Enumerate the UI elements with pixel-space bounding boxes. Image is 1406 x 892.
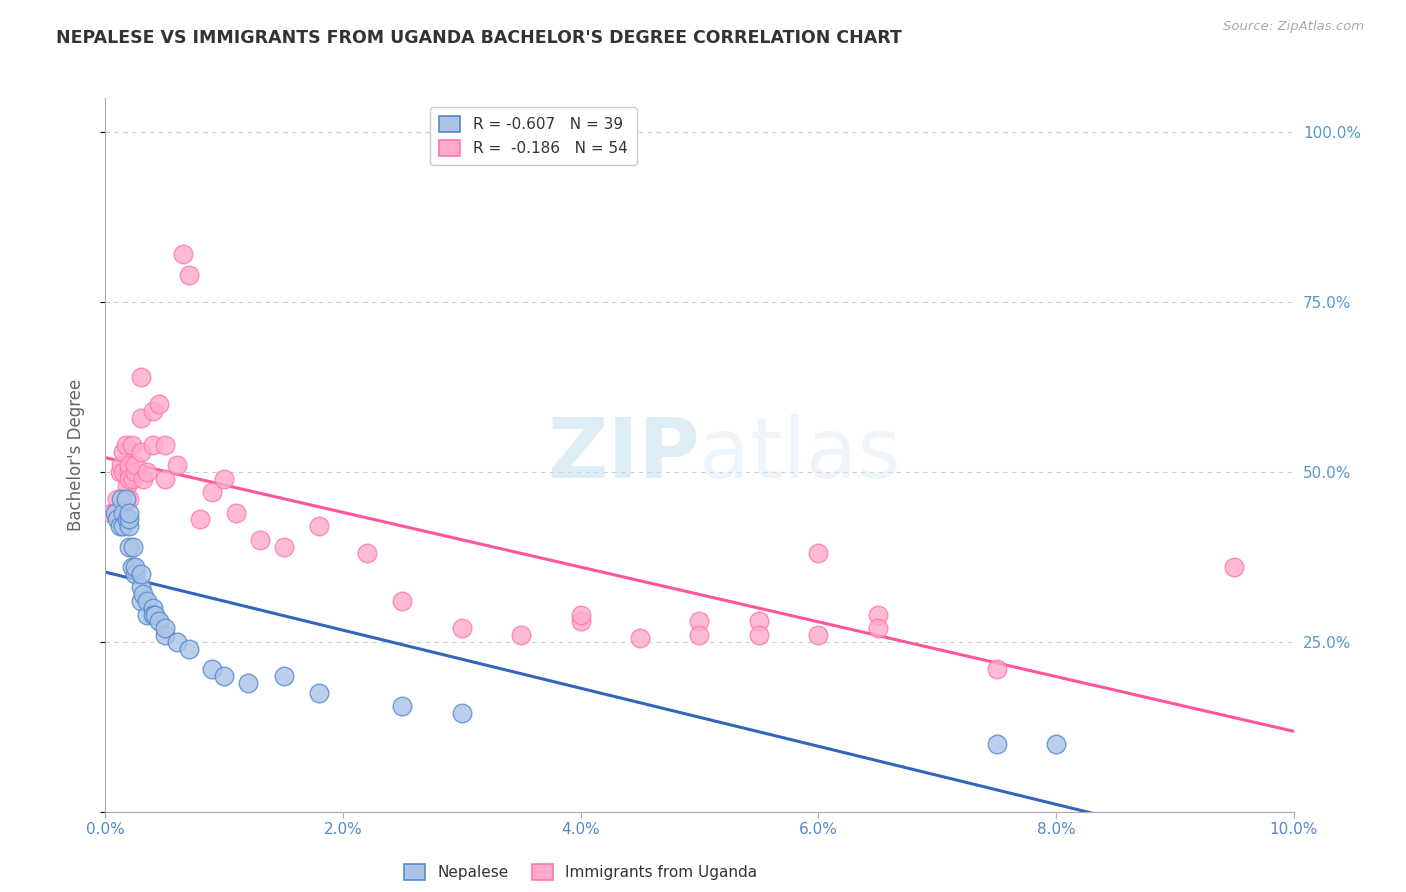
Point <box>118 465 141 479</box>
Point <box>142 438 165 452</box>
Point <box>153 628 176 642</box>
Point <box>190 512 212 526</box>
Point <box>115 512 138 526</box>
Point <box>986 662 1008 676</box>
Point <box>689 628 711 642</box>
Point <box>132 472 155 486</box>
Point <box>689 615 711 629</box>
Point <box>118 458 141 472</box>
Point <box>866 607 889 622</box>
Point <box>121 540 143 554</box>
Text: ZIP: ZIP <box>547 415 700 495</box>
Point <box>129 581 152 595</box>
Point <box>136 465 159 479</box>
Point <box>136 594 159 608</box>
Point <box>308 686 330 700</box>
Point <box>136 607 159 622</box>
Point <box>172 247 194 261</box>
Point <box>121 472 143 486</box>
Point <box>105 506 128 520</box>
Point <box>866 621 889 635</box>
Point <box>108 519 131 533</box>
Point <box>153 438 176 452</box>
Point <box>124 560 146 574</box>
Point <box>142 600 165 615</box>
Point <box>105 512 128 526</box>
Point <box>132 587 155 601</box>
Point <box>129 594 152 608</box>
Point <box>273 669 295 683</box>
Point <box>510 628 533 642</box>
Point <box>1223 560 1246 574</box>
Legend: Nepalese, Immigrants from Uganda: Nepalese, Immigrants from Uganda <box>398 858 763 886</box>
Point <box>118 506 141 520</box>
Point <box>112 506 135 520</box>
Point <box>100 506 122 520</box>
Point <box>748 628 770 642</box>
Point <box>236 675 259 690</box>
Text: NEPALESE VS IMMIGRANTS FROM UGANDA BACHELOR'S DEGREE CORRELATION CHART: NEPALESE VS IMMIGRANTS FROM UGANDA BACHE… <box>56 29 903 46</box>
Point <box>143 607 166 622</box>
Point <box>129 410 152 425</box>
Point <box>214 472 236 486</box>
Point <box>748 615 770 629</box>
Point <box>112 465 135 479</box>
Point <box>108 465 131 479</box>
Point <box>986 737 1008 751</box>
Y-axis label: Bachelor's Degree: Bachelor's Degree <box>66 379 84 531</box>
Point <box>391 699 413 714</box>
Point <box>124 566 146 581</box>
Point <box>118 519 141 533</box>
Point <box>391 594 413 608</box>
Point <box>628 632 651 646</box>
Point <box>118 492 141 507</box>
Point <box>110 492 132 507</box>
Point <box>142 403 165 417</box>
Point <box>110 458 132 472</box>
Text: atlas: atlas <box>700 415 901 495</box>
Point <box>807 546 830 560</box>
Point <box>450 621 472 635</box>
Point <box>129 369 152 384</box>
Point <box>153 621 176 635</box>
Point <box>121 560 143 574</box>
Point <box>118 540 141 554</box>
Point <box>129 444 152 458</box>
Point <box>225 506 247 520</box>
Point <box>118 472 141 486</box>
Point <box>124 465 146 479</box>
Point <box>166 458 188 472</box>
Point <box>450 706 472 721</box>
Point <box>115 478 138 492</box>
Point <box>121 438 143 452</box>
Point <box>569 607 592 622</box>
Point <box>201 485 224 500</box>
Text: Source: ZipAtlas.com: Source: ZipAtlas.com <box>1223 20 1364 33</box>
Point <box>114 492 136 507</box>
Point <box>177 641 200 656</box>
Point <box>177 268 200 282</box>
Point <box>112 519 135 533</box>
Point <box>201 662 224 676</box>
Point <box>104 506 127 520</box>
Point <box>569 615 592 629</box>
Point <box>148 397 170 411</box>
Point <box>142 607 165 622</box>
Point <box>148 615 170 629</box>
Point <box>308 519 330 533</box>
Point <box>214 669 236 683</box>
Point <box>114 438 136 452</box>
Point <box>273 540 295 554</box>
Point <box>129 566 152 581</box>
Point <box>249 533 271 547</box>
Point <box>166 635 188 649</box>
Point <box>118 512 141 526</box>
Point <box>1045 737 1067 751</box>
Point <box>105 492 128 507</box>
Point <box>807 628 830 642</box>
Point <box>356 546 378 560</box>
Point <box>153 472 176 486</box>
Point <box>124 458 146 472</box>
Point <box>112 444 135 458</box>
